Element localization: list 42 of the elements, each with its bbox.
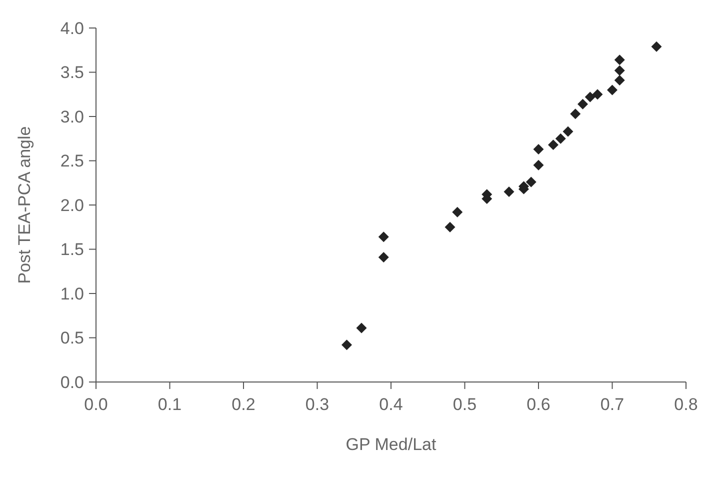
point — [548, 140, 558, 150]
x-tick-label: 0.3 — [305, 395, 330, 414]
x-tick-label: 0.5 — [452, 395, 477, 414]
point — [444, 222, 456, 232]
x-axis-title: GP Med/Lat — [346, 435, 436, 454]
point — [584, 92, 596, 102]
point — [452, 206, 463, 218]
y-axis-title: Post TEA-PCA angle — [15, 126, 34, 284]
point — [342, 340, 352, 350]
y-tick-label: 1.0 — [60, 284, 84, 304]
point — [570, 108, 581, 120]
point — [533, 160, 544, 170]
point — [378, 232, 389, 242]
y-tick-label: 0.5 — [60, 328, 84, 348]
point — [614, 74, 625, 86]
x-tick-label: 0.1 — [158, 395, 182, 414]
x-tick-label: 0.4 — [379, 395, 403, 414]
point — [614, 54, 625, 66]
x-tick-label: 0.8 — [674, 395, 698, 414]
point — [651, 41, 662, 52]
point — [592, 89, 603, 100]
point — [356, 322, 367, 334]
y-tick-label: 1.5 — [60, 240, 84, 260]
x-tick-label: 0.6 — [526, 395, 550, 414]
y-tick-label: 2.0 — [60, 196, 84, 215]
x-tick-label: 0.0 — [84, 395, 108, 414]
point — [504, 186, 514, 197]
point — [526, 176, 536, 188]
point — [607, 84, 618, 96]
x-tick-label: 0.2 — [232, 395, 256, 414]
y-tick-label: 4.0 — [60, 18, 84, 38]
x-tick-label: 0.7 — [600, 395, 624, 414]
point — [533, 144, 544, 154]
point — [578, 98, 588, 110]
y-tick-label: 0.0 — [60, 372, 84, 392]
y-tick-label: 3.0 — [60, 107, 84, 126]
point — [555, 133, 566, 144]
point — [378, 252, 389, 262]
y-tick-label: 3.5 — [60, 63, 84, 82]
y-tick-label: 2.5 — [60, 152, 84, 171]
point — [614, 65, 625, 76]
point — [562, 126, 574, 137]
